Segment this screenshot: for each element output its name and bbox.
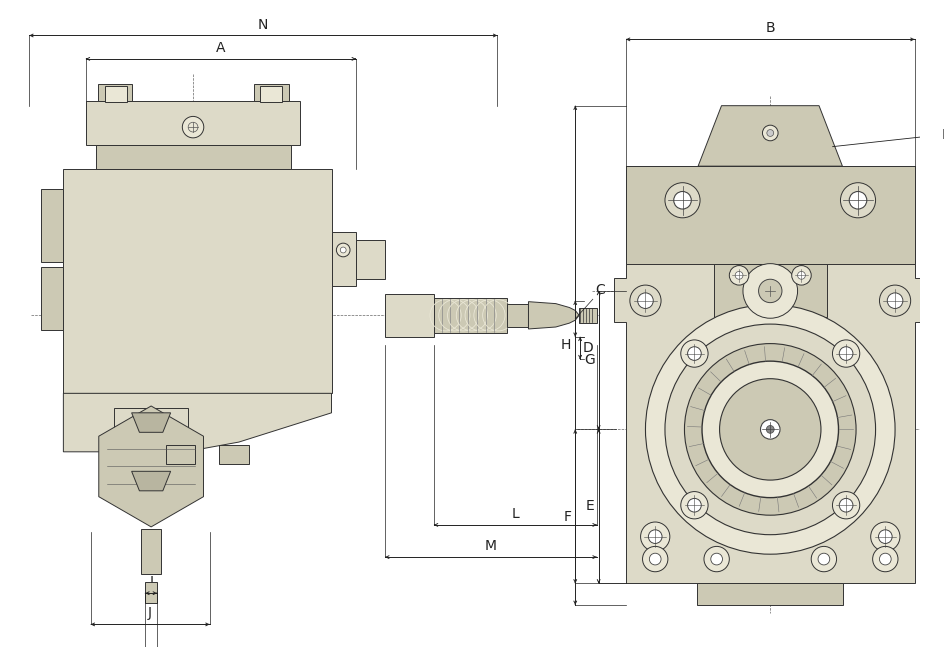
- Text: I: I: [149, 575, 153, 590]
- Bar: [580, 307, 597, 323]
- Text: E: E: [586, 499, 595, 514]
- Circle shape: [792, 265, 811, 285]
- Bar: [714, 263, 827, 317]
- Polygon shape: [699, 105, 842, 166]
- Circle shape: [114, 430, 188, 504]
- Polygon shape: [99, 406, 204, 527]
- Bar: [95, 145, 291, 169]
- Text: J: J: [148, 607, 152, 620]
- Text: K: K: [942, 128, 944, 142]
- Bar: [145, 582, 157, 603]
- Circle shape: [711, 553, 722, 565]
- Circle shape: [880, 553, 891, 565]
- Bar: [41, 189, 63, 262]
- Bar: [331, 233, 356, 286]
- Circle shape: [811, 546, 836, 572]
- Circle shape: [763, 125, 778, 141]
- Circle shape: [630, 285, 661, 316]
- Circle shape: [872, 546, 898, 572]
- Text: B: B: [766, 22, 775, 35]
- Circle shape: [641, 522, 670, 552]
- Circle shape: [687, 346, 701, 360]
- Circle shape: [665, 183, 700, 218]
- Bar: [97, 84, 131, 101]
- Circle shape: [684, 344, 856, 515]
- Text: F: F: [564, 510, 571, 524]
- Bar: [142, 529, 160, 574]
- Circle shape: [719, 379, 821, 480]
- Circle shape: [887, 293, 902, 309]
- Polygon shape: [529, 302, 580, 329]
- Bar: [114, 408, 188, 466]
- Text: A: A: [216, 41, 226, 55]
- Circle shape: [870, 522, 900, 552]
- Bar: [166, 445, 195, 464]
- Bar: [219, 445, 248, 464]
- Bar: [63, 169, 331, 393]
- Circle shape: [767, 426, 774, 434]
- Bar: [385, 294, 434, 337]
- Text: M: M: [485, 539, 497, 553]
- Circle shape: [759, 279, 782, 303]
- Polygon shape: [131, 472, 171, 491]
- Bar: [626, 166, 915, 263]
- Circle shape: [681, 340, 708, 367]
- Circle shape: [840, 183, 876, 218]
- Text: N: N: [258, 18, 268, 31]
- Circle shape: [340, 247, 346, 253]
- Circle shape: [743, 263, 798, 318]
- Text: H: H: [561, 337, 571, 352]
- Text: D: D: [583, 341, 594, 355]
- Bar: [86, 101, 300, 145]
- Circle shape: [681, 492, 708, 519]
- Circle shape: [188, 122, 198, 132]
- Bar: [356, 240, 385, 279]
- Polygon shape: [615, 166, 926, 584]
- Circle shape: [687, 498, 701, 512]
- Bar: [434, 298, 507, 333]
- Polygon shape: [63, 393, 331, 452]
- Circle shape: [730, 265, 749, 285]
- Circle shape: [704, 546, 730, 572]
- Circle shape: [674, 191, 691, 209]
- Circle shape: [767, 130, 774, 136]
- Bar: [255, 84, 289, 101]
- Circle shape: [646, 305, 895, 554]
- Polygon shape: [131, 413, 171, 432]
- Circle shape: [643, 546, 668, 572]
- Circle shape: [649, 530, 662, 544]
- Text: C: C: [595, 283, 604, 297]
- Circle shape: [665, 324, 876, 534]
- Circle shape: [839, 346, 853, 360]
- Circle shape: [649, 553, 661, 565]
- Bar: [507, 304, 529, 327]
- Circle shape: [833, 340, 860, 367]
- Circle shape: [637, 293, 653, 309]
- Circle shape: [336, 243, 350, 257]
- Circle shape: [735, 271, 743, 279]
- Circle shape: [850, 191, 867, 209]
- Circle shape: [839, 498, 853, 512]
- Circle shape: [818, 553, 830, 565]
- Circle shape: [702, 361, 838, 498]
- Text: L: L: [512, 507, 519, 521]
- Bar: [106, 86, 126, 102]
- Circle shape: [761, 420, 780, 439]
- Text: G: G: [584, 353, 595, 367]
- Bar: [261, 86, 281, 102]
- Circle shape: [880, 285, 911, 316]
- Circle shape: [798, 271, 805, 279]
- Circle shape: [833, 492, 860, 519]
- Circle shape: [182, 117, 204, 138]
- Bar: [41, 267, 63, 330]
- Bar: [697, 584, 843, 605]
- Circle shape: [879, 530, 892, 544]
